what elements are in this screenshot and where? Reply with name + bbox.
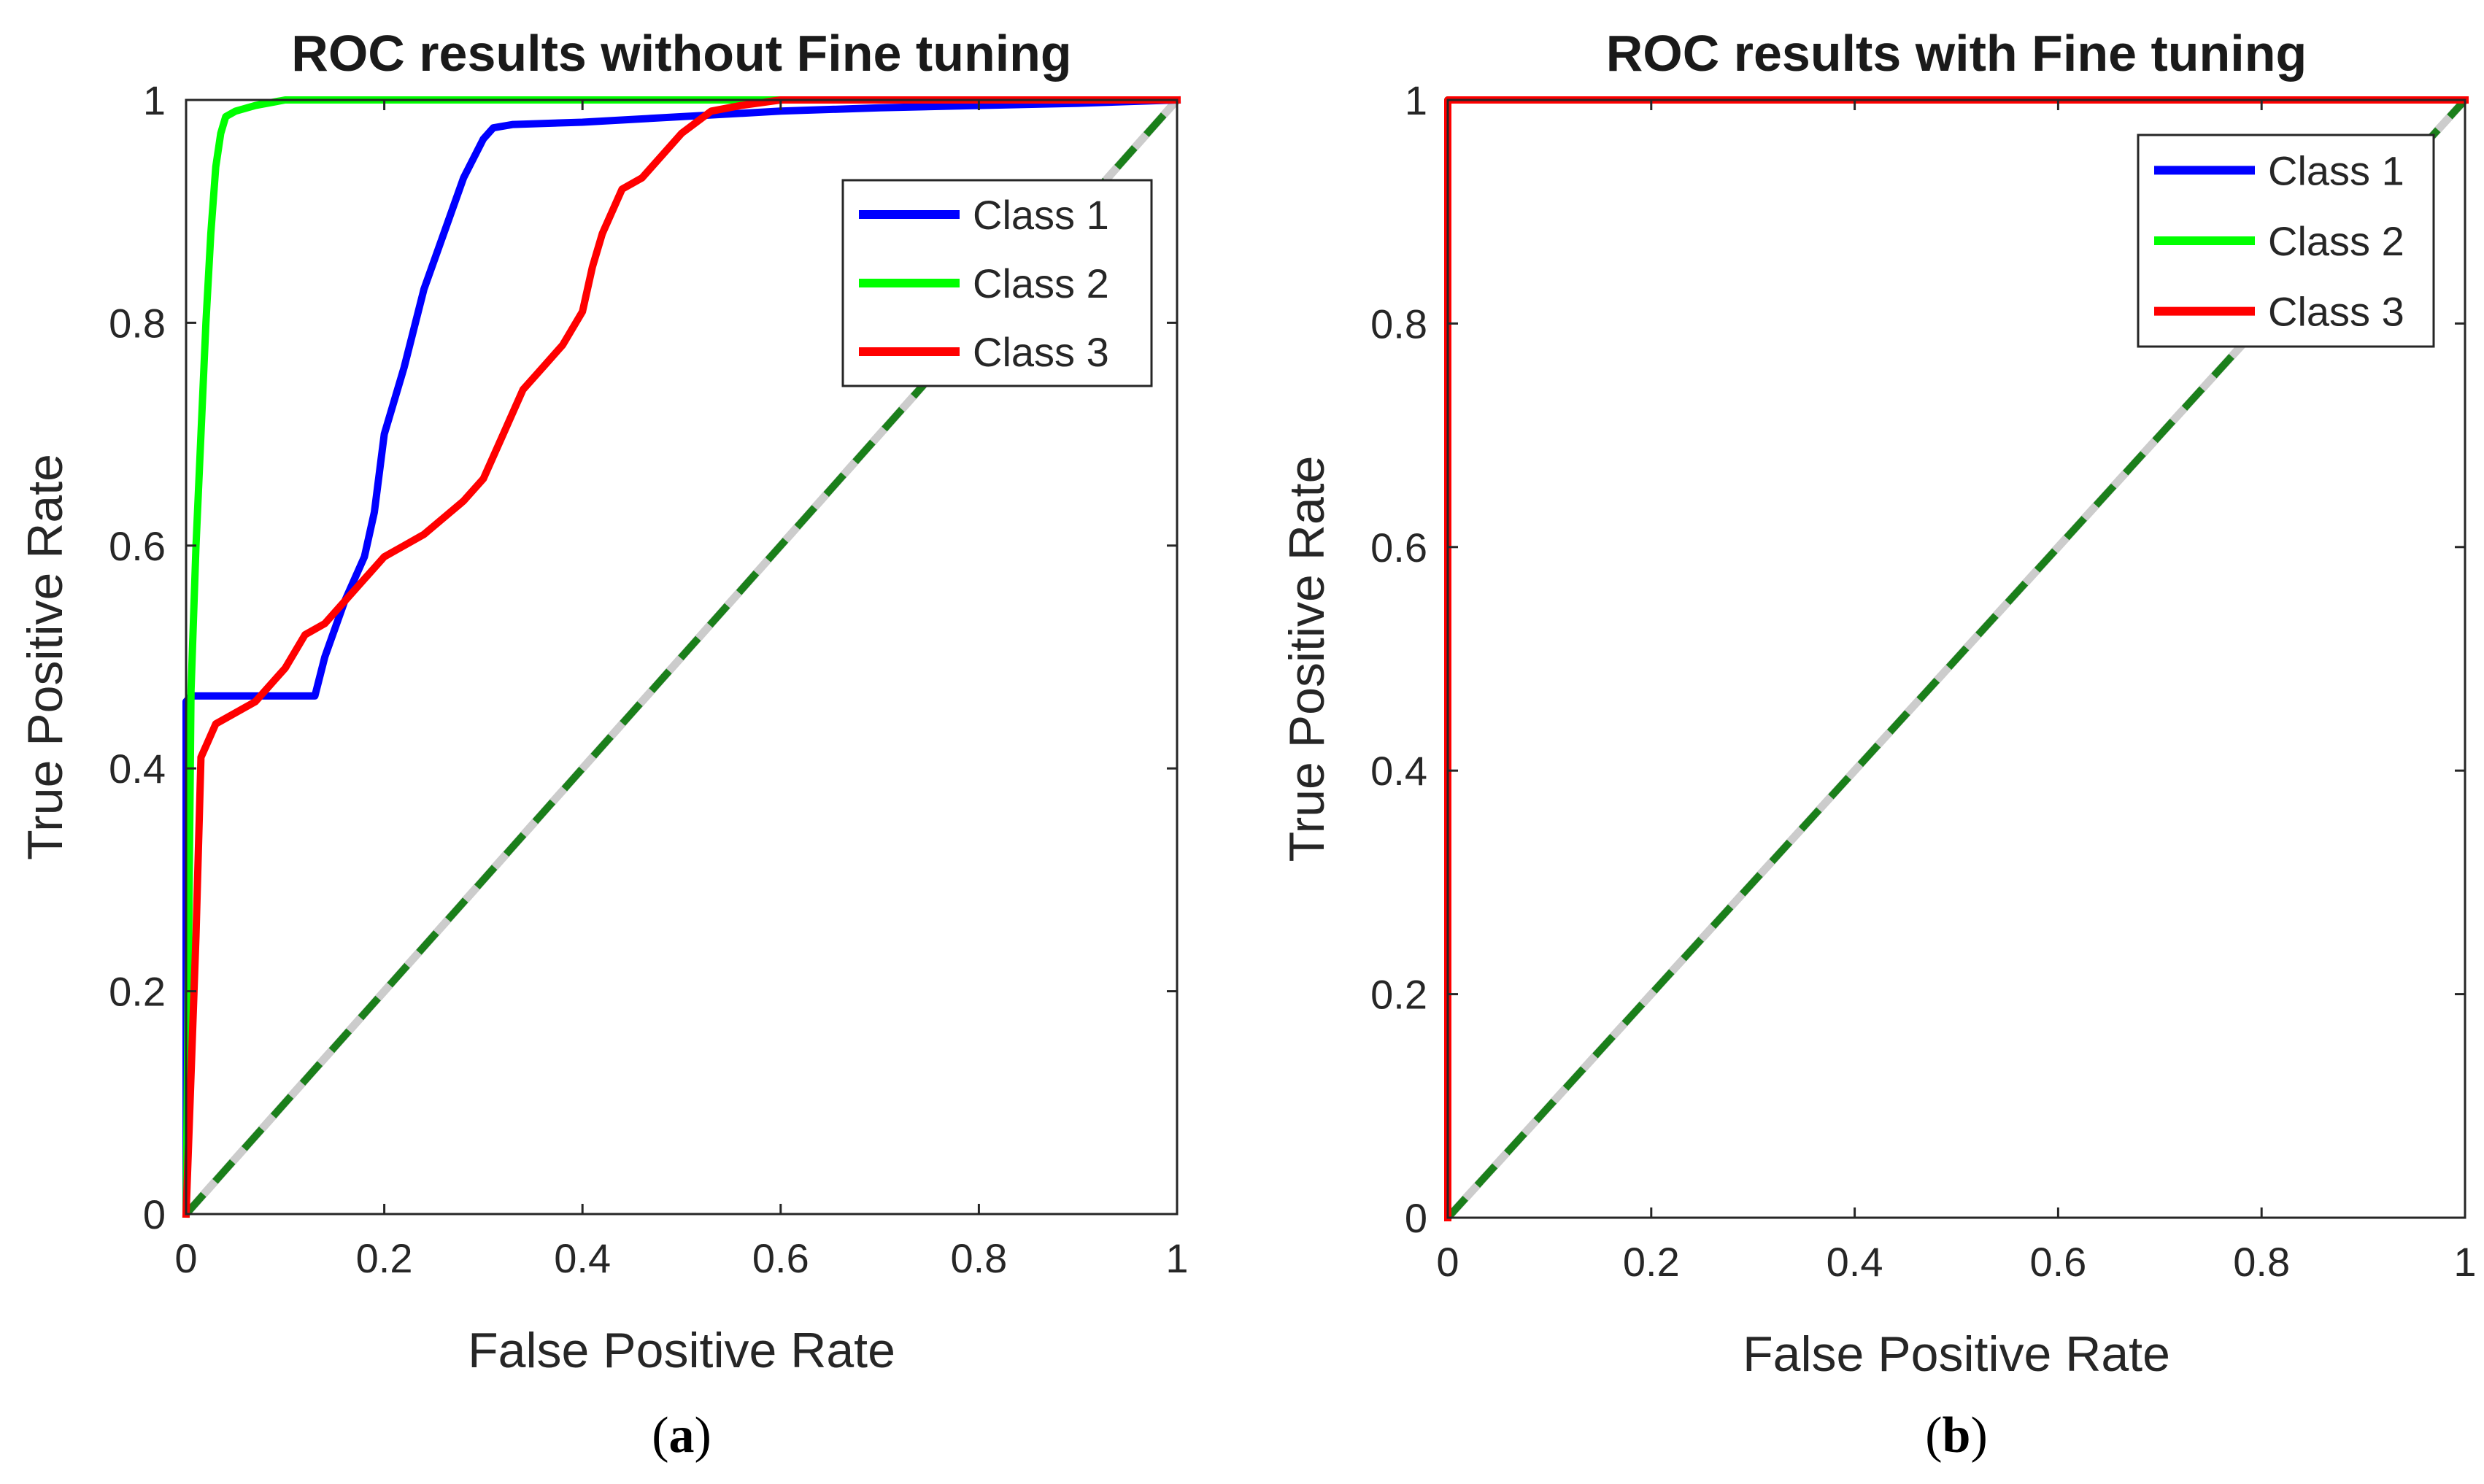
reference-line <box>1445 97 2468 1221</box>
chart-title: ROC results without Fine tuning <box>291 25 1071 82</box>
y-axis-label: True Positive Rate <box>18 454 73 860</box>
y-tick-label: 0.8 <box>1370 301 1427 347</box>
y-tick-label: 0.2 <box>109 969 166 1015</box>
x-tick-label: 0.4 <box>554 1235 611 1281</box>
y-tick-label: 0 <box>1405 1195 1427 1241</box>
x-tick-label: 0 <box>1436 1239 1459 1285</box>
legend: Class 1 Class 2 Class 3 <box>841 179 1153 387</box>
y-tick-label: 1 <box>1405 77 1427 123</box>
legend-label-class-3: Class 3 <box>973 329 1109 375</box>
panel-b: 0 0.2 0.4 0.6 0.8 1 0 0.2 0.4 0.6 0.8 1 ROC results … <box>1279 25 2477 1464</box>
x-tick-label: 0.6 <box>752 1235 809 1281</box>
x-axis-label: False Positive Rate <box>1743 1326 2170 1382</box>
panel-caption: (b) <box>1925 1407 1988 1464</box>
axes-box <box>1446 98 2466 1219</box>
x-tick-label: 0.6 <box>2029 1239 2086 1285</box>
series-line-class-3 <box>182 96 1181 1218</box>
x-tick-label: 0.8 <box>2233 1239 2290 1285</box>
x-tick-label: 0.8 <box>950 1235 1007 1281</box>
y-tick-label: 0.6 <box>1370 525 1427 571</box>
panel-caption: (a) <box>652 1407 711 1464</box>
y-tick-label: 0.4 <box>1370 748 1427 794</box>
chart-title: ROC results with Fine tuning <box>1606 25 2307 82</box>
x-axis-label: False Positive Rate <box>468 1323 895 1378</box>
x-tick-label: 0.2 <box>356 1235 413 1281</box>
panel-caption-letter: b <box>1943 1407 1971 1464</box>
x-tick-label: 1 <box>1165 1235 1188 1281</box>
panel-caption-letter: a <box>669 1407 695 1464</box>
legend: Class 1 Class 2 Class 3 <box>2137 134 2435 348</box>
series-line-class-1 <box>182 96 1181 1218</box>
legend-label-class-1: Class 1 <box>973 192 1109 238</box>
y-axis-label: True Positive Rate <box>1279 456 1335 862</box>
axes-box <box>185 98 1179 1216</box>
y-tick-label: 0 <box>143 1191 166 1237</box>
legend-label-class-2: Class 2 <box>2268 218 2404 264</box>
legend-label-class-2: Class 2 <box>973 260 1109 306</box>
y-tick-label: 0.6 <box>109 523 166 569</box>
legend-label-class-1: Class 1 <box>2268 147 2404 193</box>
x-tick-label: 0 <box>174 1235 197 1281</box>
y-tick-label: 0.4 <box>109 746 166 792</box>
x-tick-label: 1 <box>2453 1239 2476 1285</box>
x-tick-label: 0.4 <box>1827 1239 1883 1285</box>
y-tick-label: 0.2 <box>1370 972 1427 1018</box>
y-tick-label: 1 <box>143 77 166 123</box>
legend-label-class-3: Class 3 <box>2268 289 2404 335</box>
x-tick-label: 0.2 <box>1623 1239 1680 1285</box>
y-tick-label: 0.8 <box>109 300 166 346</box>
panel-a: 0 0.2 0.4 0.6 0.8 1 0 0.2 0.4 0.6 0.8 1 ROC results … <box>18 25 1189 1464</box>
